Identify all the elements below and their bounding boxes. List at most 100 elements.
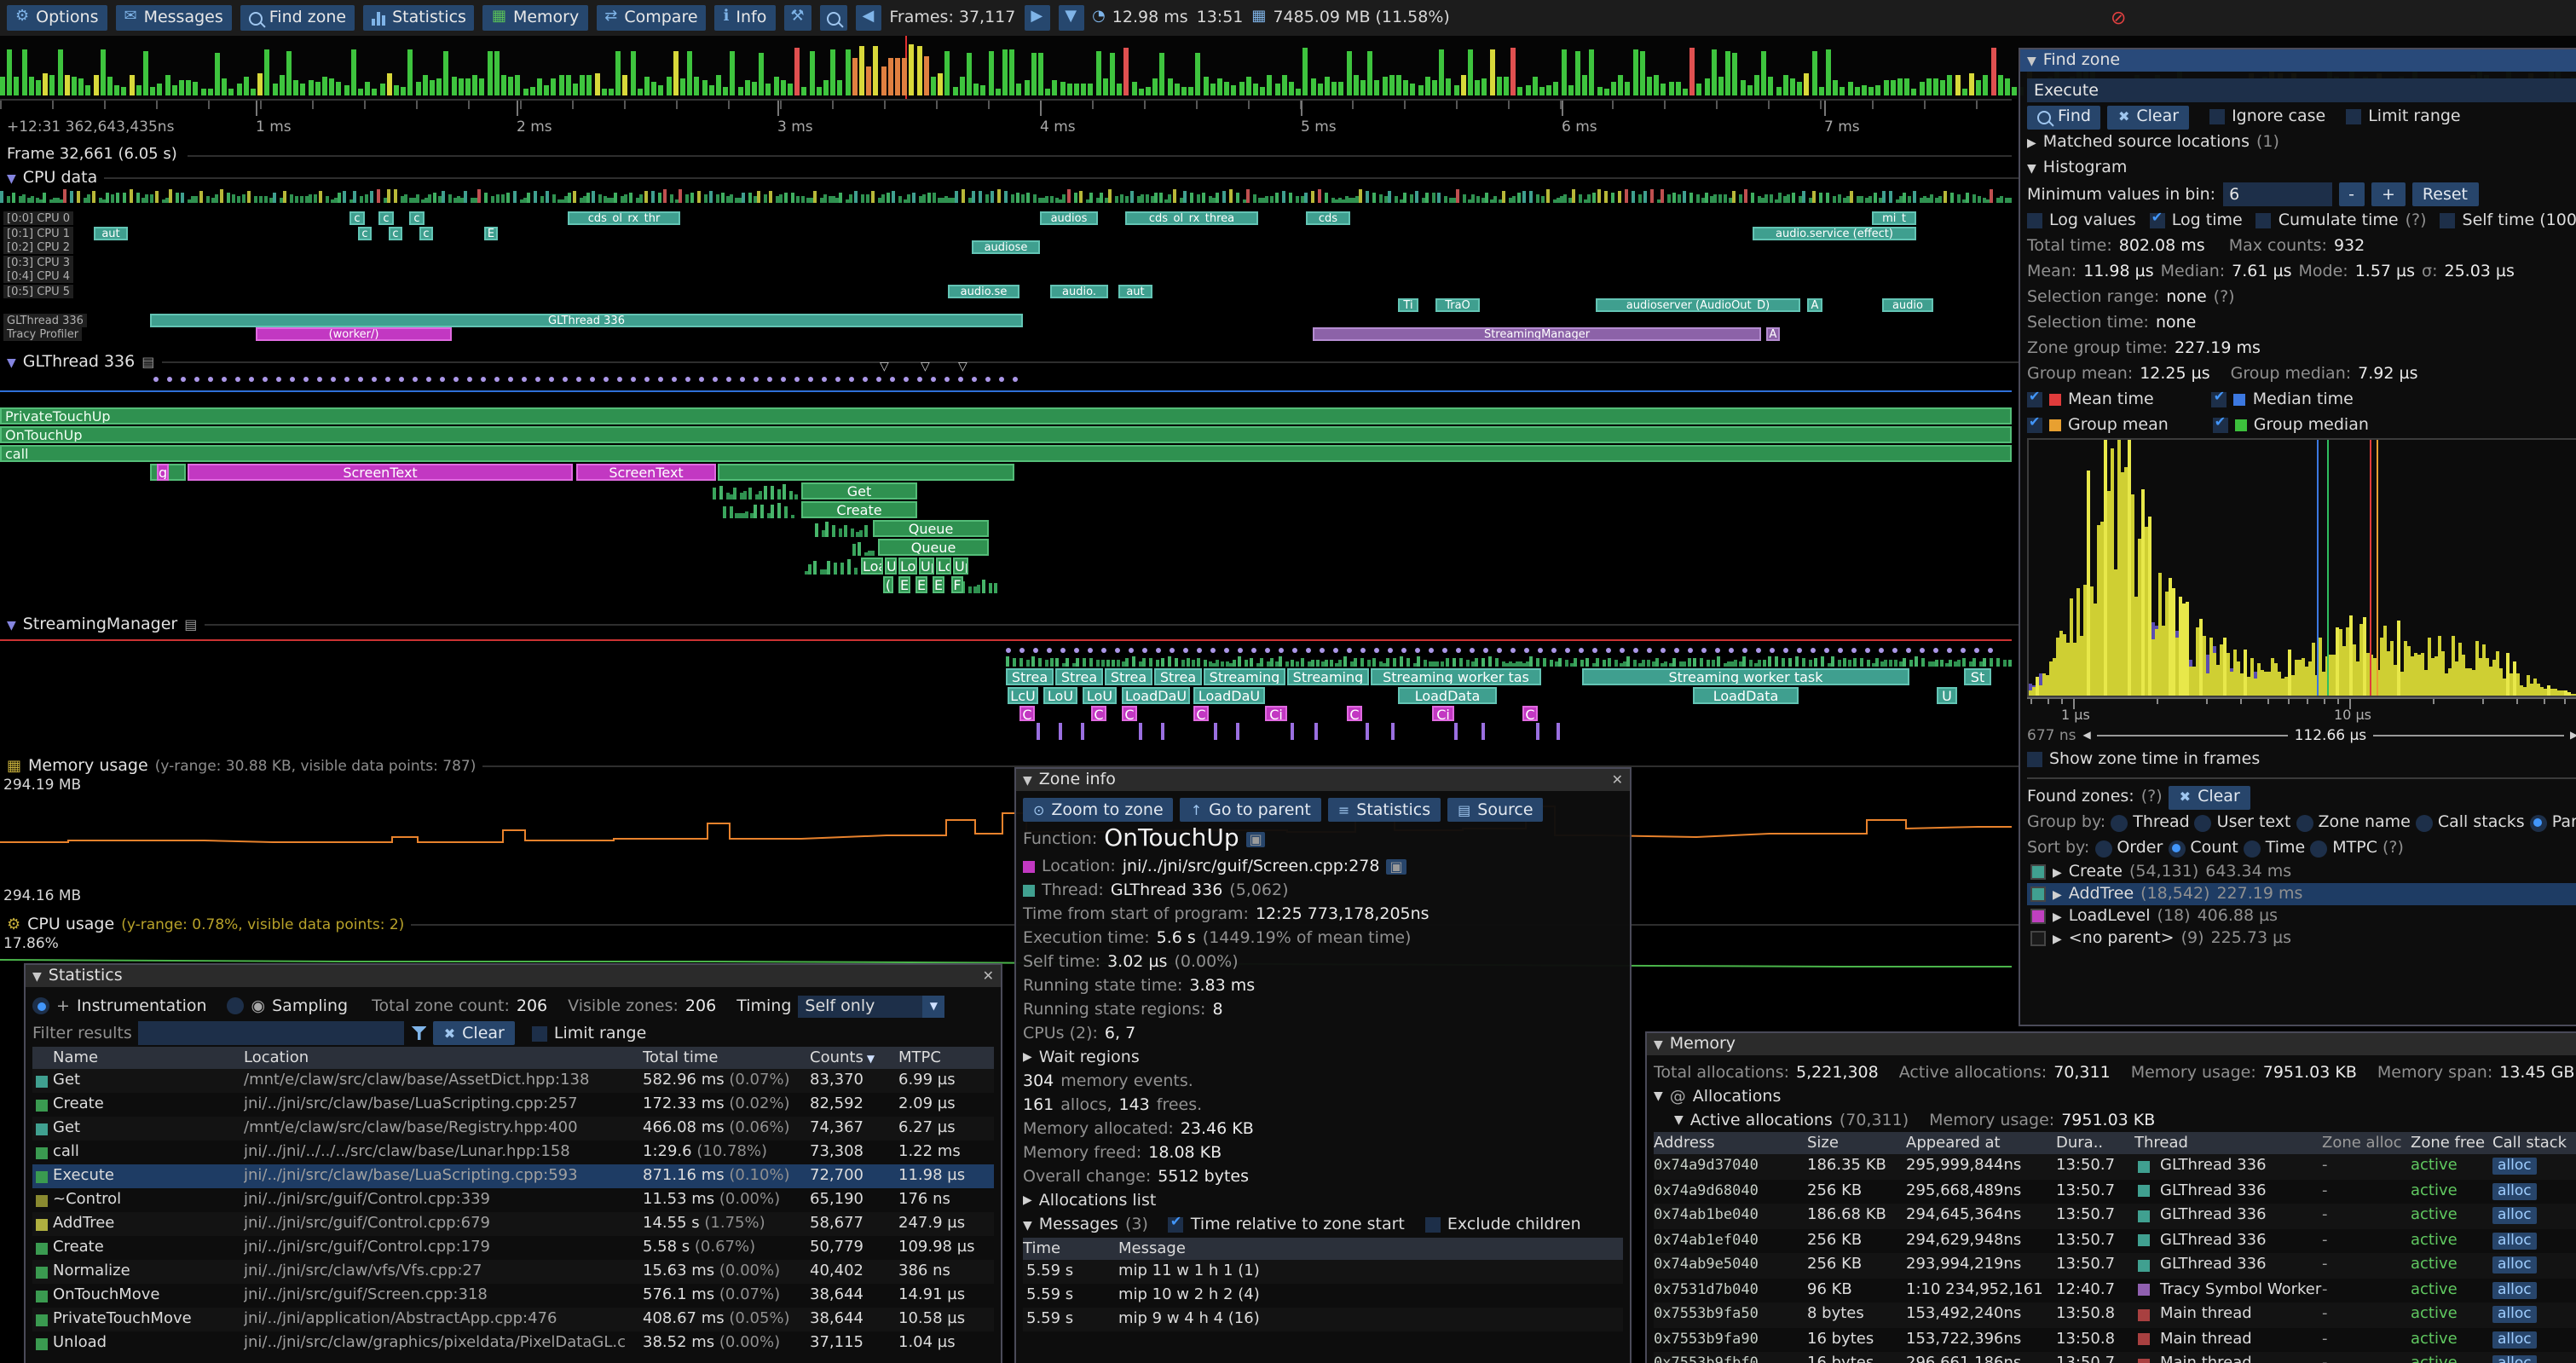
zone-chip[interactable]: Loa (861, 557, 883, 575)
frame-bar[interactable] (622, 74, 628, 95)
zone-chip[interactable]: LoadDaU (1193, 687, 1265, 704)
frame-bar[interactable] (1009, 49, 1015, 95)
memory-usage-header[interactable]: ▦ Memory usage (y-range: 30.88 KB, visible… (7, 757, 2019, 776)
frame-bar[interactable] (788, 84, 793, 95)
frame-bar[interactable] (931, 76, 936, 95)
zone-chip[interactable]: LoU (1083, 687, 1117, 704)
zone-chip[interactable]: St (1964, 668, 1991, 685)
frame-bar[interactable] (1575, 51, 1580, 95)
frame-bar[interactable] (995, 88, 1001, 95)
frame-bar[interactable] (1639, 51, 1645, 95)
frame-bar[interactable] (1955, 74, 1961, 95)
options-button[interactable]: ⚙ Options (7, 5, 107, 31)
frame-bar[interactable] (236, 83, 242, 95)
frame-bar[interactable] (1117, 84, 1123, 95)
frame-bar[interactable] (1868, 86, 1874, 95)
frame-bar[interactable] (1210, 83, 1216, 95)
frame-bar[interactable] (1933, 78, 1938, 95)
message-dot[interactable] (413, 377, 418, 382)
frame-bar[interactable] (1360, 80, 1366, 95)
zone-chip[interactable]: c (349, 211, 365, 225)
frame-bar[interactable] (1983, 74, 1989, 95)
message-dot[interactable] (1224, 648, 1229, 653)
alloc-callstack-button[interactable]: alloc (2492, 1158, 2537, 1175)
frame-bar[interactable] (973, 84, 979, 95)
zone-chip[interactable]: E (898, 576, 910, 593)
frame-bar[interactable] (207, 88, 213, 95)
frame-bar[interactable] (759, 52, 765, 95)
frame-bar[interactable] (938, 73, 944, 95)
frame-bar[interactable] (72, 77, 77, 95)
frame-bar[interactable] (909, 44, 915, 95)
frame-bar[interactable] (716, 74, 721, 95)
frame-bar[interactable] (1546, 85, 1552, 95)
frame-bar[interactable] (186, 79, 192, 95)
frame-bar[interactable] (1374, 79, 1380, 95)
message-dot[interactable] (1006, 648, 1011, 653)
frame-bar[interactable] (443, 51, 449, 95)
frame-bar[interactable] (1016, 84, 1022, 95)
frame-bar[interactable] (2012, 87, 2018, 95)
message-dot[interactable] (1156, 648, 1161, 653)
stats-table-row[interactable]: Create jni/../jni/src/guif/Control.cpp:17… (32, 1236, 994, 1260)
message-dot[interactable] (999, 377, 1004, 382)
message-dot[interactable] (1947, 648, 1952, 653)
zone-chip[interactable]: audioserver (AudioOut_D) (1596, 298, 1800, 312)
frame-bar[interactable] (529, 86, 535, 95)
frame-bar[interactable] (1052, 80, 1058, 95)
frame-bar[interactable] (780, 80, 786, 95)
message-dot[interactable] (1183, 648, 1188, 653)
frame-bar[interactable] (1797, 82, 1803, 95)
message-dot[interactable] (1470, 648, 1475, 653)
message-dot[interactable] (181, 377, 186, 382)
message-dot[interactable] (153, 377, 159, 382)
frame-bar[interactable] (1325, 77, 1330, 95)
frame-bar[interactable] (286, 50, 292, 95)
zone-chip[interactable]: cds_ol_rx_thr (568, 211, 680, 225)
frame-bar[interactable] (1782, 75, 1788, 95)
frame-bar[interactable] (1217, 78, 1222, 95)
glthread-header[interactable]: ▼ GLThread 336 ▤ (7, 353, 2019, 372)
allocation-row[interactable]: 0x7553b9fbf016 bytes296,661,186ns13:50.7… (1654, 1352, 2576, 1363)
frame-bar[interactable] (1833, 79, 1839, 95)
message-dot[interactable] (740, 377, 745, 382)
frame-bar[interactable] (1997, 74, 2003, 95)
group-mean-checkbox[interactable] (2027, 414, 2042, 433)
frame-bar[interactable] (49, 74, 55, 95)
frame-bar[interactable] (1289, 81, 1294, 95)
message-dot[interactable] (1770, 648, 1775, 653)
allocations-table-header[interactable]: Address Size Appeared at Dura.. Thread Z… (1654, 1132, 2576, 1154)
zone-chip[interactable]: Up (953, 557, 968, 575)
frame-bar[interactable] (837, 80, 843, 95)
zoom-tool-button[interactable] (819, 5, 847, 31)
frame-bar[interactable] (1725, 51, 1731, 95)
tools-button[interactable]: ⚒ (783, 5, 811, 31)
zone-chip[interactable]: audio (1882, 298, 1933, 312)
frame-bar[interactable] (816, 86, 822, 95)
message-dot[interactable] (535, 377, 540, 382)
message-dot[interactable] (1415, 648, 1420, 653)
zone-chip[interactable]: c (358, 227, 372, 240)
message-dot[interactable] (1701, 648, 1707, 653)
message-dot[interactable] (1565, 648, 1570, 653)
frame-bar[interactable] (1568, 84, 1574, 95)
frame-bar[interactable] (479, 78, 485, 95)
frame-bar[interactable] (487, 50, 493, 95)
frame-bar[interactable] (1267, 74, 1273, 95)
allocation-row[interactable]: 0x74ab1ef040 256 KB 294,629,948ns 13:50.7 GL… (1654, 1228, 2576, 1253)
median-time-checkbox[interactable] (2211, 389, 2227, 407)
message-dot[interactable] (1306, 648, 1311, 653)
frame-bar[interactable] (1453, 85, 1459, 95)
message-dot[interactable] (1524, 648, 1529, 653)
collapsed-zones-icon[interactable]: ▽ (880, 360, 889, 373)
frame-bar[interactable] (1618, 75, 1624, 95)
frame-bar[interactable] (944, 50, 950, 95)
frame-bar[interactable] (1718, 77, 1724, 95)
frame-bar[interactable] (1181, 86, 1187, 95)
message-dot[interactable] (781, 377, 786, 382)
frame-bar[interactable] (372, 88, 378, 95)
found-zone-group-row[interactable]: ▶ Create (54,131) 643.34 ms (2027, 861, 2576, 883)
zone-time-histogram[interactable] (2027, 438, 2576, 697)
message-dot[interactable] (754, 377, 759, 382)
allocation-row[interactable]: 0x74ab9e5040 256 KB 293,994,219ns 13:50.7 GL… (1654, 1253, 2576, 1278)
